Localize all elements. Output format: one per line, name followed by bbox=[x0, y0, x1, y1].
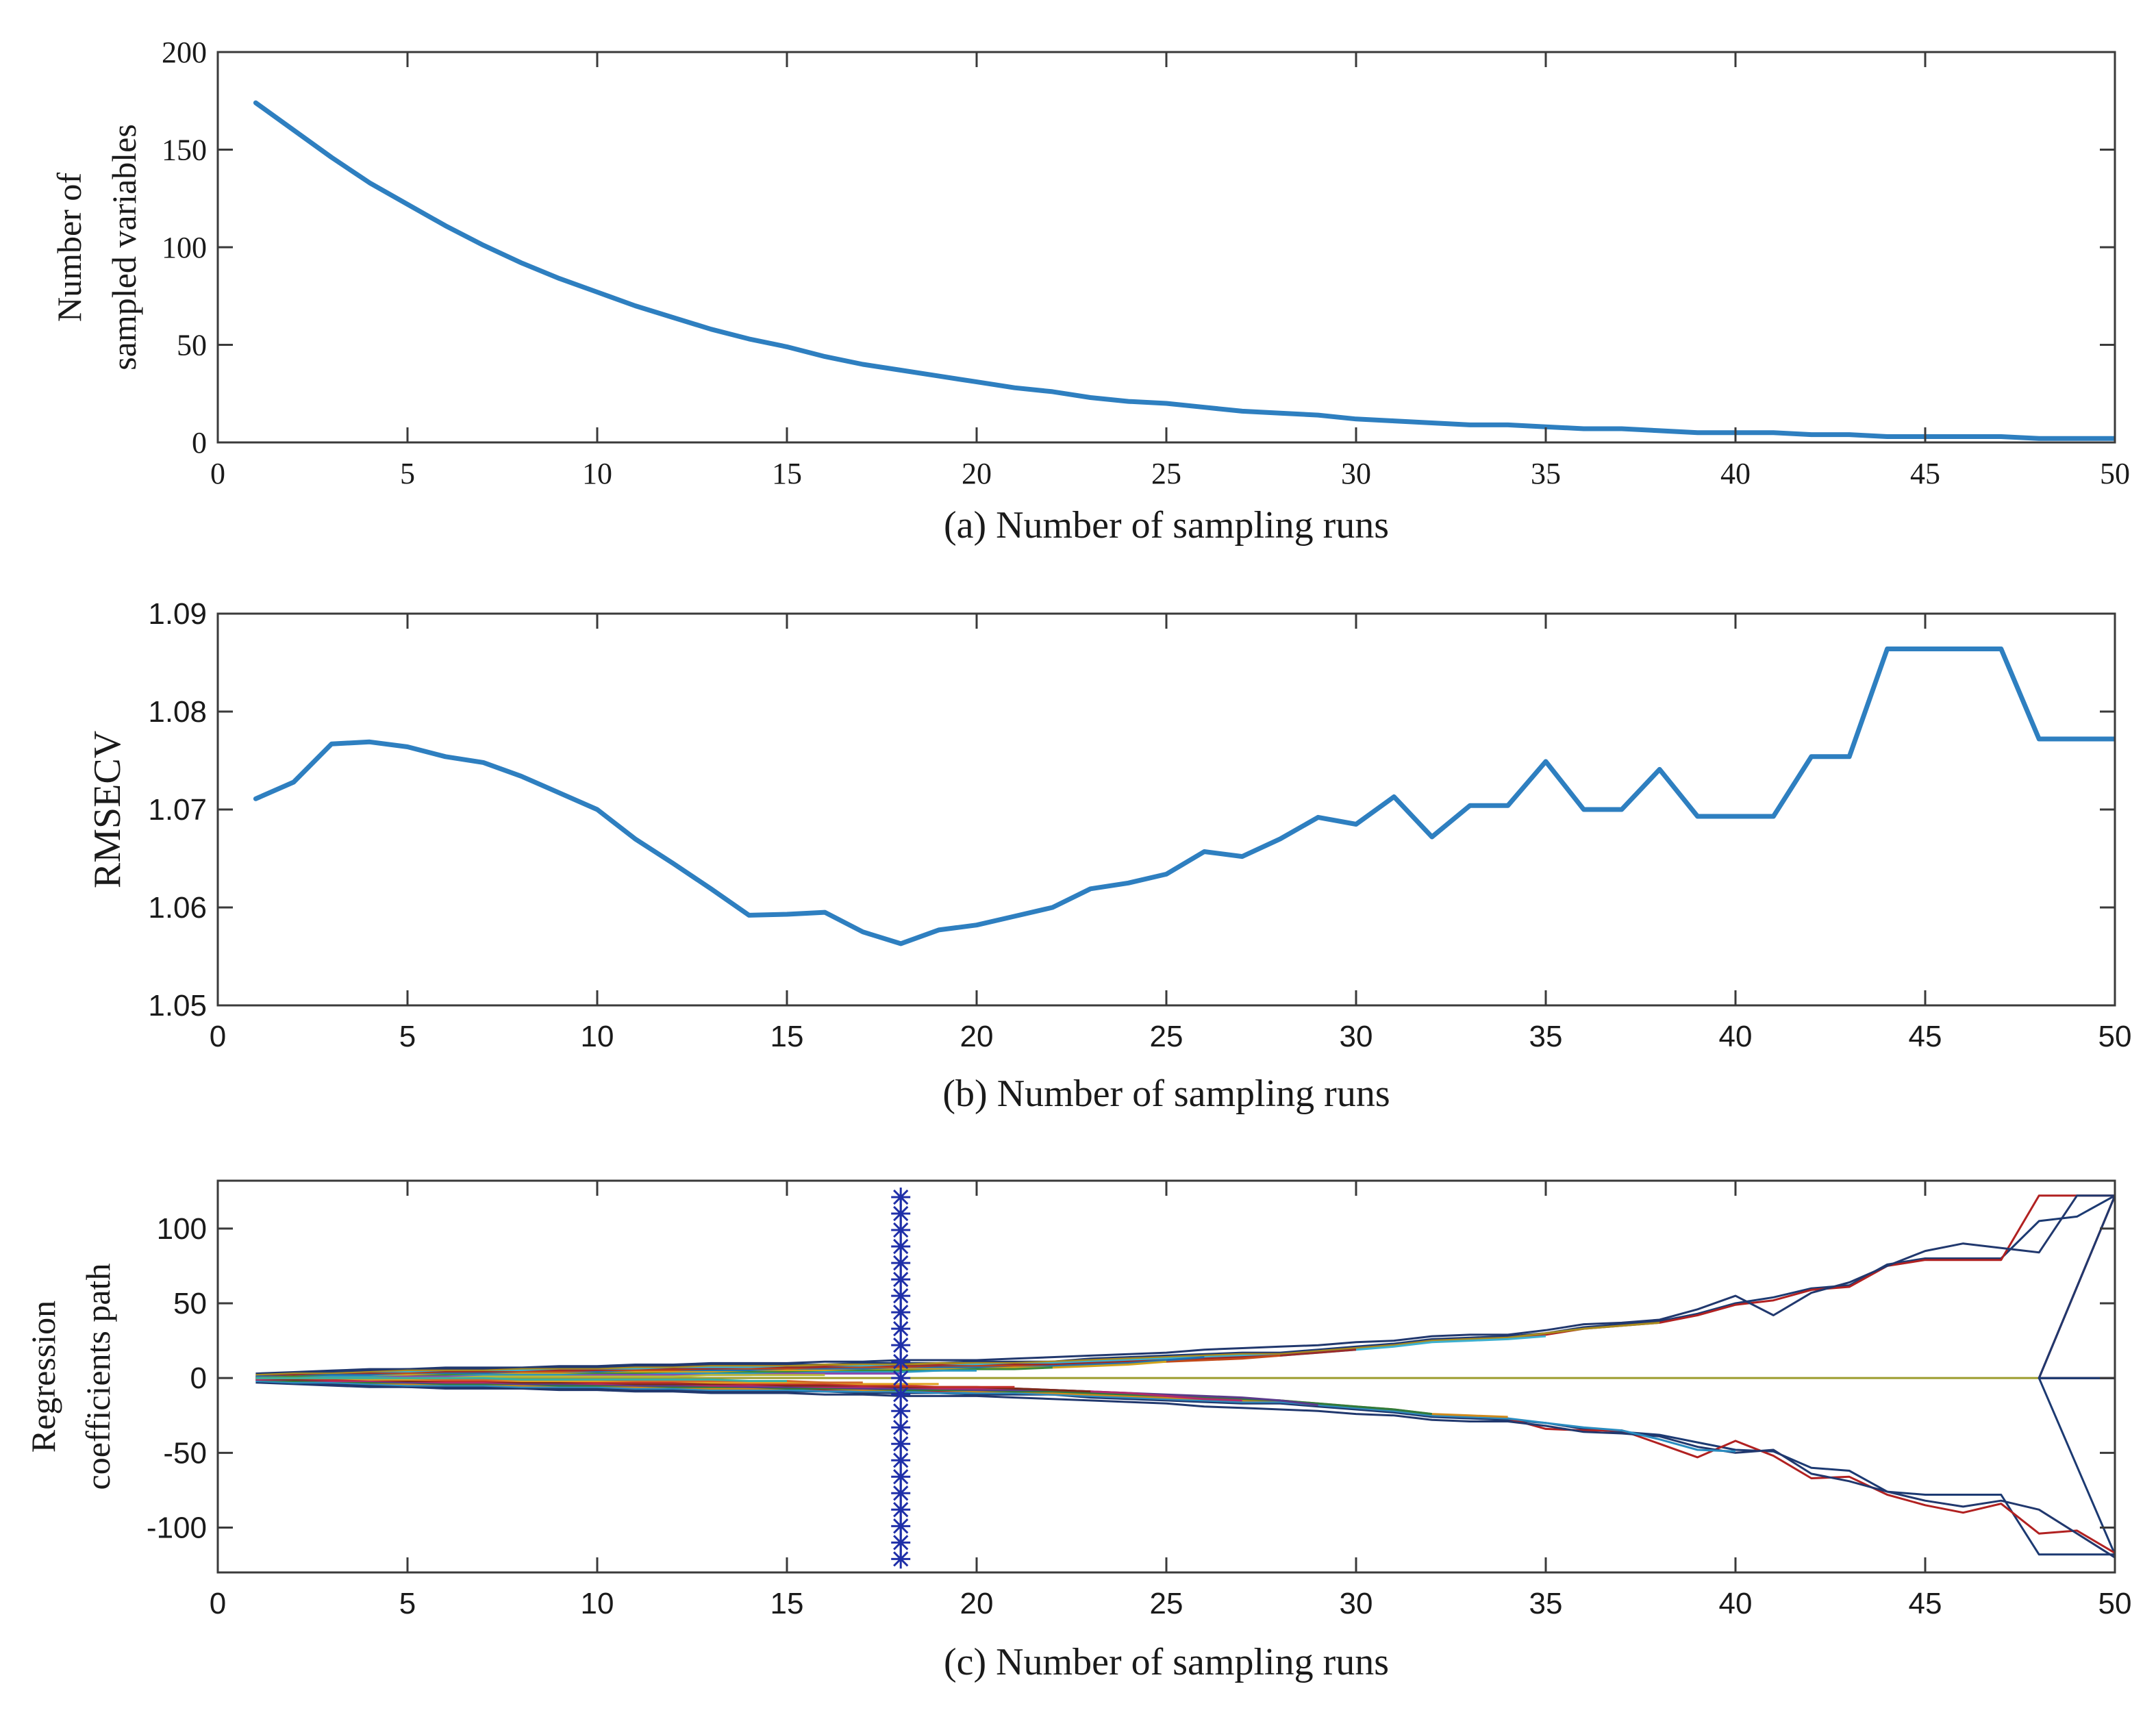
panel-b-series-line bbox=[253, 647, 2115, 946]
panel-c-asterisk-marker bbox=[891, 1500, 911, 1520]
panel-b-xlabel: (b) Number of sampling runs bbox=[942, 1072, 1390, 1115]
panel-a-xtick-label: 15 bbox=[772, 457, 802, 490]
panel-c-ytick-label: 100 bbox=[157, 1212, 207, 1246]
panel-a-xtick-label: 20 bbox=[962, 457, 992, 490]
panel-c-asterisk-marker bbox=[891, 1418, 911, 1438]
panel-a-sampled-variables: 0 5 10 15 20 25 30 35 40 45 50 0 50 100 150 200 Number … bbox=[50, 36, 2130, 547]
panel-a-ticks: 0 5 10 15 20 25 30 35 40 45 50 0 50 100 150 200 bbox=[162, 36, 2130, 490]
panel-c-asterisk-marker bbox=[891, 1401, 911, 1421]
panel-c-asterisk-marker bbox=[891, 1204, 911, 1224]
panel-c-coef-6-path bbox=[255, 1378, 2115, 1559]
panel-b-xtick-label: 50 bbox=[2098, 1020, 2132, 1053]
panel-a-ylabel-line2: sampled variables bbox=[105, 124, 143, 371]
panel-c-coef-26-path bbox=[255, 1377, 787, 1382]
panel-c-asterisk-marker bbox=[891, 1319, 911, 1339]
panel-c-asterisk-marker bbox=[891, 1467, 911, 1487]
panel-b-ytick-label: 1.05 bbox=[148, 989, 207, 1022]
panel-c-asterisk-marker bbox=[891, 1434, 911, 1454]
panel-c-coef-7-path bbox=[255, 1321, 1660, 1377]
panel-b-xtick-label: 30 bbox=[1340, 1020, 1373, 1053]
panel-c-asterisk-marker bbox=[891, 1352, 911, 1372]
panel-c-asterisk-marker bbox=[891, 1253, 911, 1273]
panel-a-xlabel: (a) Number of sampling runs bbox=[944, 504, 1389, 547]
panel-a-plot-area bbox=[253, 100, 2115, 441]
panel-c-coef-8-path bbox=[255, 1380, 1736, 1453]
panel-b-rmsecv: 0 5 10 15 20 25 30 35 40 45 50 1.05 1.06 1.07 1.08 1.09… bbox=[86, 597, 2131, 1115]
panel-a-series-line bbox=[253, 100, 2115, 441]
panel-a-ytick-label: 0 bbox=[192, 426, 207, 460]
panel-b-ytick-label: 1.09 bbox=[148, 597, 207, 631]
panel-c-asterisk-marker bbox=[891, 1303, 911, 1322]
panel-c-asterisk-marker bbox=[891, 1483, 911, 1503]
panel-c-ylabel-line2: coefficients path bbox=[79, 1264, 117, 1490]
panel-c-regression-coefficients: 0 5 10 15 20 25 30 35 40 45 50 -100 -50 0 50 100 Regres… bbox=[24, 1179, 2132, 1683]
panel-a-xtick-label: 50 bbox=[2100, 457, 2130, 490]
panel-c-coef-3-path bbox=[255, 1194, 2115, 1379]
panel-c-asterisk-marker bbox=[891, 1220, 911, 1240]
panel-c-xtick-label: 40 bbox=[1719, 1587, 1753, 1620]
panel-a-xtick-label: 10 bbox=[582, 457, 612, 490]
panel-c-asterisk-marker bbox=[891, 1549, 911, 1569]
panel-b-xtick-label: 0 bbox=[210, 1020, 226, 1053]
panel-c-xtick-label: 45 bbox=[1909, 1587, 1942, 1620]
panel-c-asterisk-marker bbox=[891, 1516, 911, 1536]
panel-c-xtick-label: 5 bbox=[399, 1587, 416, 1620]
panel-c-plot-area bbox=[255, 1194, 2115, 1559]
panel-a-ylabel-line1: Number of bbox=[50, 173, 88, 322]
panel-c-xtick-label: 50 bbox=[2098, 1587, 2132, 1620]
panel-a-xtick-label: 5 bbox=[400, 457, 415, 490]
panel-c-coef-4-path bbox=[255, 1377, 2115, 1556]
panel-c-asterisk-marker bbox=[891, 1188, 911, 1207]
panel-c-asterisk-marker bbox=[891, 1237, 911, 1257]
panel-c-xtick-label: 10 bbox=[581, 1587, 614, 1620]
panel-a-xtick-label: 0 bbox=[210, 457, 225, 490]
panel-c-xtick-label: 20 bbox=[960, 1587, 994, 1620]
panel-b-ytick-label: 1.06 bbox=[148, 891, 207, 925]
panel-a-xtick-label: 45 bbox=[1910, 457, 1940, 490]
panel-c-asterisk-marker bbox=[891, 1385, 911, 1405]
panel-c-ytick-label: 0 bbox=[190, 1362, 207, 1395]
panel-a-xtick-label: 25 bbox=[1151, 457, 1181, 490]
panel-c-xtick-label: 35 bbox=[1529, 1587, 1563, 1620]
panel-b-ticks: 0 5 10 15 20 25 30 35 40 45 50 1.05 1.06 1.07 1.08 1.09 bbox=[148, 597, 2131, 1053]
panel-c-ytick-label: 50 bbox=[173, 1287, 207, 1320]
panel-a-xtick-label: 30 bbox=[1341, 457, 1371, 490]
panel-c-ytick-label: -100 bbox=[147, 1511, 207, 1545]
panel-b-ylabel: RMSECV bbox=[86, 731, 129, 888]
panel-a-ytick-label: 150 bbox=[162, 134, 207, 167]
panel-c-xtick-label: 15 bbox=[770, 1587, 804, 1620]
panel-a-xtick-label: 40 bbox=[1720, 457, 1751, 490]
panel-c-asterisk-marker bbox=[891, 1286, 911, 1306]
panel-b-xtick-label: 40 bbox=[1719, 1020, 1753, 1053]
panel-c-asterisk-marker bbox=[891, 1335, 911, 1355]
panel-c-asterisk-marker bbox=[891, 1368, 911, 1388]
panel-b-xtick-label: 15 bbox=[770, 1020, 804, 1053]
panel-a-ytick-label: 50 bbox=[177, 329, 207, 362]
panel-b-plot-area bbox=[253, 647, 2115, 946]
panel-c-ticks: 0 5 10 15 20 25 30 35 40 45 50 -100 -50 0 50 100 bbox=[147, 1181, 2132, 1620]
panel-b-xtick-label: 45 bbox=[1909, 1020, 1942, 1053]
panel-b-xtick-label: 5 bbox=[399, 1020, 416, 1053]
panel-b-xtick-label: 25 bbox=[1150, 1020, 1183, 1053]
panel-c-asterisk-marker bbox=[891, 1270, 911, 1290]
panel-c-xtick-label: 0 bbox=[210, 1587, 226, 1620]
panel-c-ylabel-line1: Regression bbox=[24, 1301, 62, 1453]
panel-c-ytick-label: -50 bbox=[163, 1436, 207, 1470]
panel-b-xtick-label: 20 bbox=[960, 1020, 994, 1053]
panel-b-ytick-label: 1.07 bbox=[148, 793, 207, 827]
panel-c-coef-17-path bbox=[255, 1360, 1167, 1379]
panel-b-xtick-label: 35 bbox=[1529, 1020, 1563, 1053]
panel-c-asterisk-marker bbox=[891, 1533, 911, 1553]
panel-c-xtick-label: 25 bbox=[1150, 1587, 1183, 1620]
panel-a-ytick-label: 200 bbox=[162, 36, 207, 69]
panel-b-xtick-label: 10 bbox=[581, 1020, 614, 1053]
panel-c-asterisk-marker bbox=[891, 1451, 911, 1470]
panel-a-ytick-label: 100 bbox=[162, 231, 207, 264]
panel-a-xtick-label: 35 bbox=[1531, 457, 1561, 490]
panel-c-xlabel: (c) Number of sampling runs bbox=[944, 1641, 1389, 1683]
panel-c-xtick-label: 30 bbox=[1340, 1587, 1373, 1620]
panel-b-ytick-label: 1.08 bbox=[148, 695, 207, 729]
